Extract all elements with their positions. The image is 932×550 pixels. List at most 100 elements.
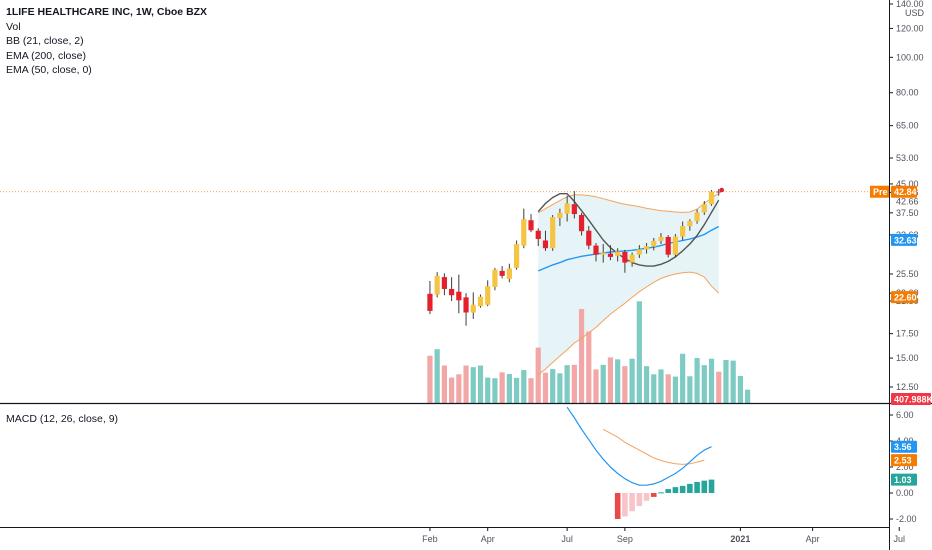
volume-bar bbox=[427, 355, 433, 403]
volume-bar bbox=[680, 353, 686, 403]
time-tick-label: Apr bbox=[481, 534, 495, 544]
volume-bar bbox=[694, 358, 700, 403]
bb-basis-badge-bg bbox=[891, 233, 917, 246]
candle-body bbox=[427, 293, 433, 311]
signal-value-badge-bg bbox=[891, 454, 917, 467]
candle-body bbox=[449, 288, 455, 296]
candle-body bbox=[658, 236, 664, 241]
volume-bar bbox=[492, 378, 498, 403]
candle-body bbox=[550, 217, 556, 249]
volume-bar bbox=[643, 366, 650, 403]
time-tick-label: 2021 bbox=[730, 534, 750, 544]
candle-body bbox=[557, 212, 563, 218]
price-tick-label: 100.00 bbox=[896, 52, 924, 62]
volume-bar bbox=[651, 374, 657, 403]
volume-bar bbox=[485, 377, 491, 403]
time-tick-label: Jul bbox=[893, 534, 905, 544]
candle-body bbox=[506, 268, 512, 280]
candle-body bbox=[607, 253, 614, 257]
volume-bar bbox=[600, 364, 606, 403]
candle-body bbox=[521, 219, 527, 246]
last-price-badge-bg bbox=[891, 185, 917, 198]
time-tick-label: Apr bbox=[806, 534, 820, 544]
price-tick-label: 37.50 bbox=[896, 208, 919, 218]
macd-histogram-bar bbox=[658, 492, 664, 494]
candle-body bbox=[434, 275, 440, 295]
bb-lower-badge: 22.60 bbox=[894, 293, 917, 303]
legend-ema50[interactable]: EMA (50, close, 0) bbox=[6, 64, 92, 76]
volume-bar bbox=[535, 347, 541, 403]
macd-histogram-bar bbox=[694, 481, 700, 493]
candle-body bbox=[492, 269, 498, 287]
price-tick-label: 53.00 bbox=[896, 153, 919, 163]
macd-pane bbox=[566, 406, 715, 519]
volume-bar bbox=[499, 372, 505, 403]
candle-body bbox=[441, 277, 447, 289]
volume-bar bbox=[687, 376, 693, 403]
macd-histogram-bar bbox=[650, 493, 657, 497]
macd-tick-label: 6.00 bbox=[896, 410, 914, 420]
volume-bar bbox=[607, 357, 614, 403]
macd-histogram-bar bbox=[636, 493, 643, 506]
candle-body bbox=[643, 246, 650, 250]
price-tick-label: 120.00 bbox=[896, 23, 924, 33]
candle-body bbox=[615, 251, 621, 256]
price-tick-label: 140.00 bbox=[896, 0, 924, 9]
volume-bars bbox=[427, 301, 751, 403]
volume-bar bbox=[730, 360, 736, 403]
bb-upper-value: 42.66 bbox=[896, 196, 919, 206]
volume-bar bbox=[528, 378, 534, 403]
candle-body bbox=[586, 230, 592, 246]
time-tick-label: Feb bbox=[422, 534, 438, 544]
ema50-line bbox=[537, 192, 720, 267]
volume-bar bbox=[708, 358, 715, 403]
volume-bar bbox=[665, 374, 671, 403]
candle-body bbox=[463, 297, 469, 313]
candle-body bbox=[456, 291, 462, 301]
volume-bar bbox=[571, 364, 577, 403]
volume-bar bbox=[716, 371, 722, 403]
indicator-legend: 1LIFE HEALTHCARE INC, 1W, Cboe BZX Vol B… bbox=[6, 5, 207, 78]
candle-body bbox=[593, 245, 599, 255]
price-tick-label: 25.50 bbox=[896, 269, 919, 279]
volume-bar bbox=[745, 389, 751, 403]
candle-body bbox=[708, 191, 715, 205]
macd-legend[interactable]: MACD (12, 26, close, 9) bbox=[6, 413, 119, 425]
macd-tick-label: -2.00 bbox=[896, 514, 917, 524]
volume-bar bbox=[636, 301, 642, 403]
bollinger-band-fill bbox=[538, 193, 719, 375]
volume-bar bbox=[672, 376, 679, 403]
macd-signal-line bbox=[602, 428, 705, 465]
candle-body bbox=[701, 204, 707, 213]
candle-body bbox=[528, 220, 534, 231]
symbol-title[interactable]: 1LIFE HEALTHCARE INC, 1W, Cboe BZX bbox=[6, 6, 208, 18]
macd-histogram-bar bbox=[622, 493, 628, 517]
last-candle-marker bbox=[719, 187, 724, 193]
price-tick-label: 17.50 bbox=[896, 329, 919, 339]
histogram-value-badge-bg bbox=[891, 473, 917, 486]
candle-body bbox=[513, 244, 520, 268]
price-tick-label: 12.50 bbox=[896, 382, 919, 392]
volume-bar bbox=[441, 365, 447, 403]
macd-histogram-bar bbox=[679, 485, 686, 493]
volume-bar bbox=[449, 377, 455, 403]
time-tick-label: Jul bbox=[561, 534, 573, 544]
legend-bollinger[interactable]: BB (21, close, 2) bbox=[6, 35, 84, 47]
volume-badge-bg bbox=[891, 393, 931, 405]
volume-bar bbox=[434, 349, 440, 403]
candle-body bbox=[535, 230, 541, 239]
macd-tick-label: 2.00 bbox=[896, 462, 914, 472]
bb-upper-line bbox=[537, 192, 719, 214]
volume-bar bbox=[586, 331, 592, 403]
legend-ema200[interactable]: EMA (200, close) bbox=[6, 49, 86, 62]
bb-lower-line bbox=[537, 271, 720, 376]
candle-body bbox=[665, 236, 671, 255]
macd-histogram-bar bbox=[672, 487, 679, 493]
legend-volume[interactable]: Vol bbox=[6, 20, 21, 33]
volume-bar bbox=[615, 359, 621, 403]
currency-label: USD bbox=[905, 8, 925, 18]
volume-bar bbox=[629, 358, 635, 403]
